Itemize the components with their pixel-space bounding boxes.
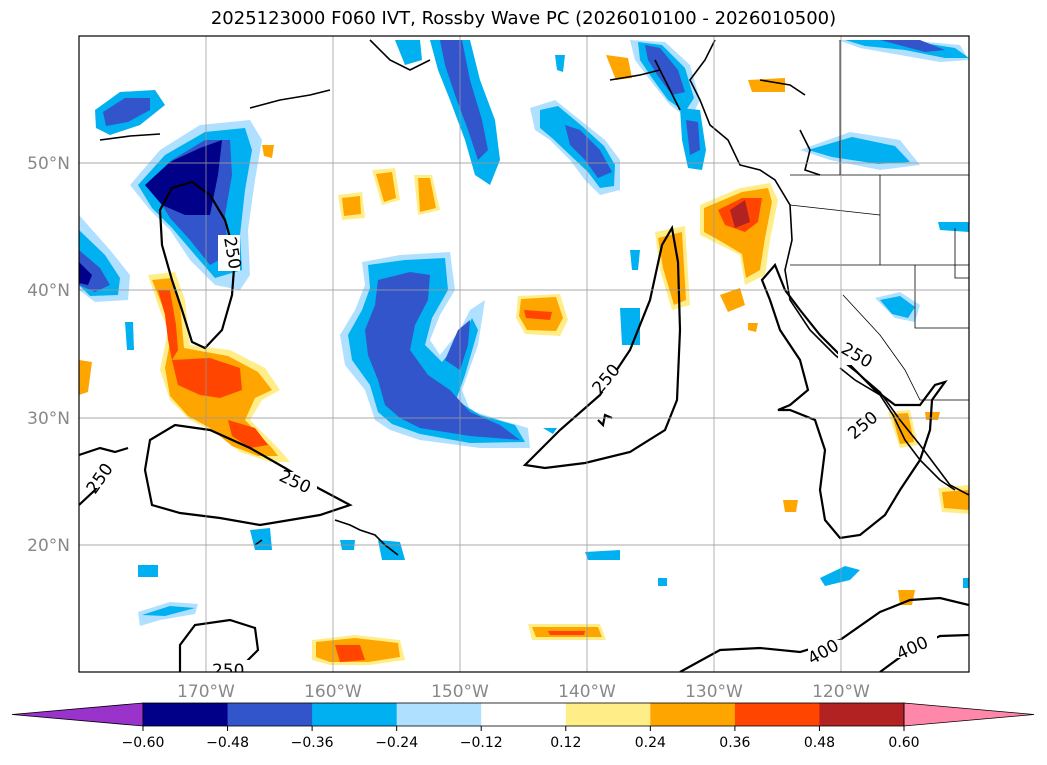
map-frame (78, 35, 970, 673)
lat-label: 20°N (27, 536, 70, 556)
lon-label: 130°W (685, 682, 743, 702)
colorbar-tick-label: 0.60 (888, 735, 919, 751)
map-title: 2025123000 F060 IVT, Rossby Wave PC (202… (210, 8, 837, 29)
colorbar-tick-label: 0.36 (719, 735, 750, 751)
lat-label: 30°N (27, 409, 70, 429)
colorbar-segment (143, 703, 229, 726)
coastlines (99, 39, 969, 556)
colorbar-tick-label: 0.48 (804, 735, 835, 751)
political-borders (789, 40, 969, 401)
lon-label: 120°W (812, 682, 870, 702)
colorbar-tick-label: −0.12 (460, 735, 503, 751)
colorbar-segment (650, 703, 736, 726)
colorbar-segment (565, 703, 651, 726)
lon-label: 140°W (558, 682, 616, 702)
lat-label: 50°N (27, 154, 70, 174)
lon-label: 150°W (431, 682, 489, 702)
longitude-labels: 170°W 160°W 150°W 140°W 130°W 120°W (177, 682, 870, 702)
colorbar-frame (142, 702, 905, 727)
colorbar-tick-label: −0.36 (291, 735, 334, 751)
colorbar-segment (481, 703, 567, 726)
colorbar-extend-high (903, 702, 1035, 727)
map-field: 250 250 250 250 250 250 400 400 250 (79, 36, 969, 681)
colorbar-extend-low (11, 702, 144, 727)
colorbar-tick-label: 0.12 (550, 735, 581, 751)
colorbar-tick-label: −0.60 (122, 735, 165, 751)
lon-label: 170°W (177, 682, 235, 702)
latitude-labels: 50°N 40°N 30°N 20°N (27, 154, 70, 556)
colorbar-segment (227, 703, 313, 726)
contour-label: 250 (212, 661, 244, 681)
positive-anomaly-shading (79, 55, 969, 665)
graticule (79, 36, 969, 672)
colorbar-segment (396, 703, 482, 726)
colorbar: −0.60 −0.48 −0.36 −0.24 −0.12 0.12 0.24 0.36 0.4… (11, 702, 1035, 751)
colorbar-segment (819, 703, 905, 726)
colorbar-tick-label: 0.24 (635, 735, 666, 751)
colorbar-tick-label: −0.48 (206, 735, 249, 751)
lon-label: 160°W (304, 682, 362, 702)
colorbar-tick-label: −0.24 (375, 735, 418, 751)
negative-anomaly-shading (79, 40, 969, 626)
lat-label: 40°N (27, 281, 70, 301)
colorbar-segment (734, 703, 820, 726)
colorbar-segment (312, 703, 398, 726)
contour-label-masks (84, 235, 937, 672)
